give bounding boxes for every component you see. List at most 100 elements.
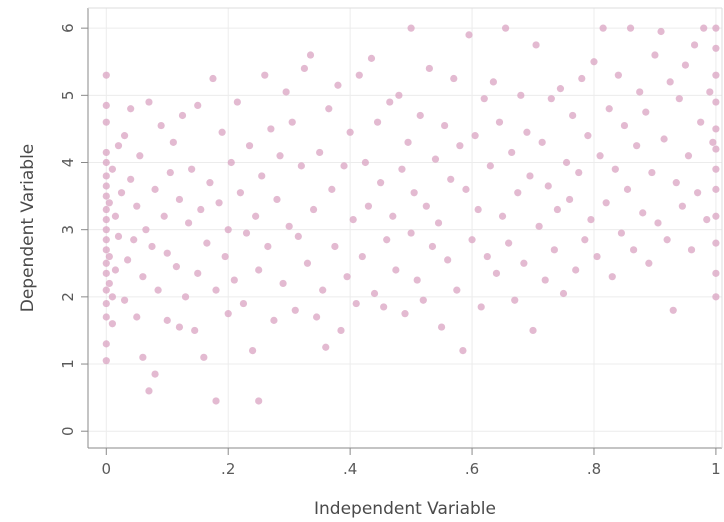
data-point	[453, 286, 461, 294]
data-point	[642, 108, 650, 116]
data-point	[160, 212, 168, 220]
data-point	[172, 263, 180, 271]
axes	[87, 7, 723, 449]
data-point	[404, 138, 412, 146]
data-point	[340, 162, 348, 170]
data-point	[102, 340, 110, 348]
data-point	[389, 212, 397, 220]
data-point	[700, 24, 708, 32]
data-point	[102, 216, 110, 224]
data-point	[102, 192, 110, 200]
data-point	[645, 259, 653, 267]
data-point	[233, 98, 241, 106]
data-point	[102, 71, 110, 79]
data-point	[712, 24, 720, 32]
data-point	[648, 168, 656, 177]
data-point	[407, 24, 415, 32]
data-point	[684, 152, 693, 160]
data-point	[392, 266, 400, 274]
data-point	[492, 269, 501, 277]
data-point	[608, 273, 616, 281]
data-point	[346, 128, 354, 136]
data-point	[657, 27, 665, 36]
data-point	[133, 313, 141, 321]
data-point	[602, 199, 610, 207]
data-point	[270, 316, 278, 324]
grid	[88, 8, 722, 448]
data-point	[349, 216, 357, 224]
data-point	[279, 279, 287, 288]
data-point	[331, 242, 339, 251]
data-point	[578, 74, 586, 83]
data-point	[166, 168, 174, 177]
data-point	[285, 222, 293, 230]
data-point	[712, 165, 720, 173]
data-point	[511, 296, 519, 304]
data-point	[130, 236, 138, 244]
data-point	[636, 88, 644, 96]
data-point	[447, 175, 455, 183]
data-point	[569, 111, 577, 120]
data-point	[377, 179, 385, 187]
data-point	[242, 229, 251, 237]
data-point	[697, 118, 705, 126]
data-point	[553, 205, 562, 214]
data-point	[148, 242, 156, 251]
data-point	[712, 44, 720, 52]
data-point	[276, 152, 284, 160]
data-point	[154, 286, 162, 294]
data-point	[236, 189, 245, 197]
data-point	[102, 158, 110, 167]
data-point	[120, 296, 129, 304]
data-point	[498, 212, 507, 220]
data-point	[450, 74, 458, 83]
data-point	[425, 64, 433, 73]
data-point	[517, 91, 525, 99]
data-point	[358, 252, 366, 261]
data-point	[261, 71, 269, 79]
data-point	[468, 236, 476, 244]
data-point	[565, 195, 574, 204]
data-point	[230, 276, 238, 284]
data-point	[203, 239, 211, 247]
data-point	[325, 105, 333, 113]
data-point	[124, 256, 132, 264]
data-point	[480, 95, 488, 103]
data-point	[590, 58, 598, 66]
data-point	[687, 246, 696, 254]
x-tick-label: .2	[221, 460, 235, 478]
data-point	[709, 138, 717, 146]
data-point	[712, 71, 720, 79]
data-point	[206, 179, 214, 187]
data-point	[102, 357, 110, 365]
y-tick-label: 6	[59, 23, 77, 33]
data-point	[529, 326, 537, 335]
data-point	[127, 175, 135, 183]
data-point	[581, 236, 589, 244]
data-point	[690, 41, 699, 49]
data-point	[343, 273, 351, 281]
data-point	[102, 148, 110, 157]
data-point	[255, 266, 263, 274]
data-point	[102, 205, 110, 214]
data-point	[102, 118, 110, 126]
data-point	[562, 158, 571, 167]
data-point	[224, 310, 232, 318]
data-point	[102, 313, 110, 321]
data-point	[114, 142, 123, 150]
data-point	[532, 41, 540, 49]
data-point	[410, 189, 418, 197]
data-point	[191, 326, 199, 335]
data-point	[151, 185, 159, 193]
data-point	[663, 236, 671, 244]
data-point	[547, 95, 555, 103]
data-point	[309, 205, 318, 214]
x-tick-label: 1	[711, 460, 721, 478]
data-point	[651, 51, 659, 59]
data-point	[102, 101, 110, 110]
y-tick-label: 1	[59, 359, 77, 369]
data-point	[639, 209, 647, 217]
data-point	[462, 185, 470, 193]
